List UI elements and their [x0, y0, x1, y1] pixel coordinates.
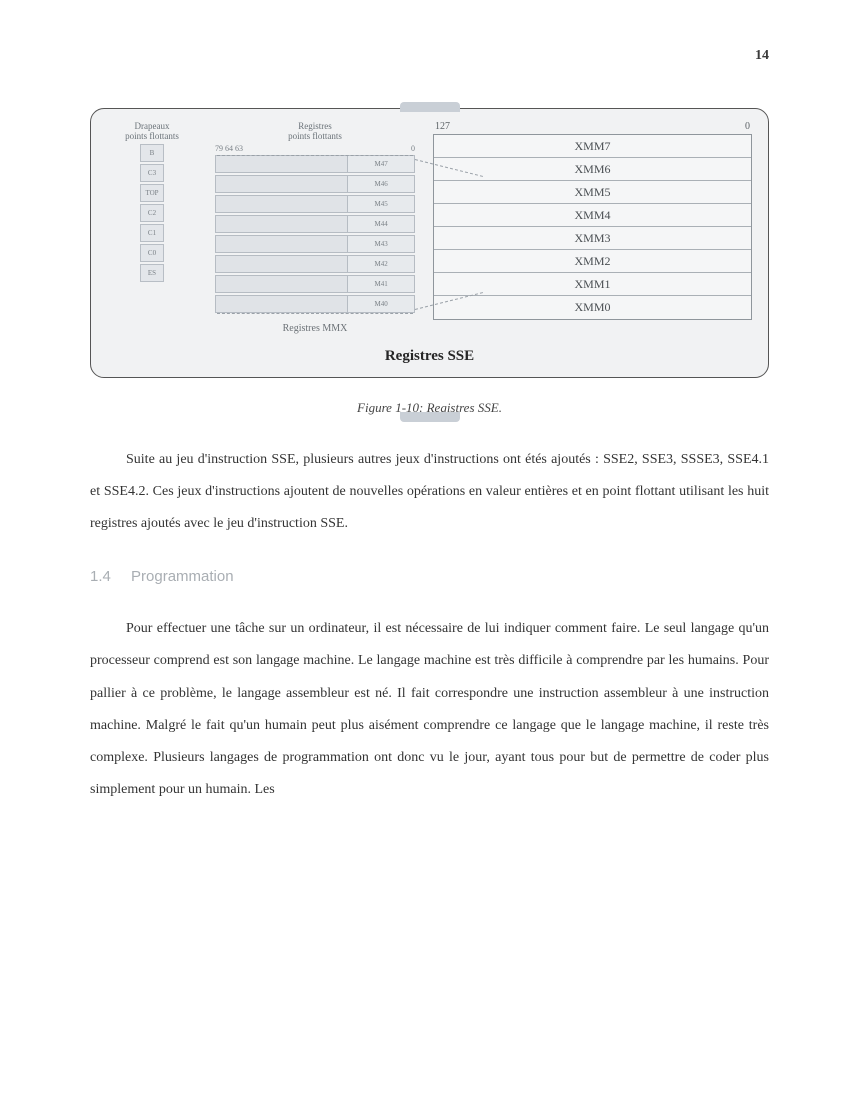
- fp-reg-name: M40: [347, 295, 415, 313]
- fp-row: M44: [215, 215, 415, 233]
- body-paragraph-2: Pour effectuer une tâche sur un ordinate…: [90, 613, 769, 806]
- fp-row: M40: [215, 295, 415, 313]
- section-number: 1.4: [90, 568, 111, 585]
- body-paragraph-1: Suite au jeu d'instruction SSE, plusieur…: [90, 444, 769, 541]
- tab-notch-top: [400, 102, 460, 112]
- fp-label: Registres points flottants: [215, 121, 415, 142]
- tab-notch-bottom: [400, 412, 460, 422]
- fp-reg-name: M44: [347, 215, 415, 233]
- flag-cell: C2: [140, 204, 164, 222]
- fp-bit-right: 0: [411, 144, 415, 153]
- flags-label-1: Drapeaux: [135, 121, 170, 131]
- xmm-cell: XMM4: [434, 204, 751, 227]
- dash-line: [217, 313, 413, 314]
- fp-label-1: Registres: [298, 121, 332, 131]
- fp-bit-left: 79 64 63: [215, 144, 243, 153]
- flag-cell: B: [140, 144, 164, 162]
- fp-reg-name: M46: [347, 175, 415, 193]
- fp-registers-group: Registres points flottants 79 64 63 0 M4…: [215, 121, 415, 334]
- section-heading: 1.4 Programmation: [90, 568, 769, 585]
- sse-title: Registres SSE: [107, 348, 752, 365]
- fp-stack: M47 M46 M45 M44 M43 M42 M41 M40: [215, 155, 415, 313]
- flag-cell: C0: [140, 244, 164, 262]
- xmm-cell: XMM6: [434, 158, 751, 181]
- flags-label: Drapeaux points flottants: [107, 121, 197, 142]
- fp-reg-name: M41: [347, 275, 415, 293]
- flag-cell: ES: [140, 264, 164, 282]
- xmm-cell: XMM2: [434, 250, 751, 273]
- fp-reg-name: M43: [347, 235, 415, 253]
- flags-stack: B C3 TOP C2 C1 C0 ES: [140, 144, 164, 282]
- xmm-bit-header: 127 0: [433, 121, 752, 134]
- mmx-label: Registres MMX: [215, 323, 415, 334]
- figure-container: Drapeaux points flottants B C3 TOP C2 C1…: [90, 108, 769, 416]
- fp-row: M46: [215, 175, 415, 193]
- fp-reg-name: M42: [347, 255, 415, 273]
- fp-label-2: points flottants: [288, 131, 342, 141]
- flag-cell: TOP: [140, 184, 164, 202]
- flag-cell: C1: [140, 224, 164, 242]
- diagram-box: Drapeaux points flottants B C3 TOP C2 C1…: [90, 108, 769, 378]
- flags-label-2: points flottants: [125, 131, 179, 141]
- fp-reg-name: M47: [347, 155, 415, 173]
- flag-cell: C3: [140, 164, 164, 182]
- xmm-bit-left: 127: [435, 121, 450, 132]
- fp-row: M47: [215, 155, 415, 173]
- xmm-cell: XMM0: [434, 296, 751, 319]
- xmm-cell: XMM7: [434, 135, 751, 158]
- fp-row: M41: [215, 275, 415, 293]
- fp-row: M42: [215, 255, 415, 273]
- xmm-bit-right: 0: [745, 121, 750, 132]
- fp-reg-name: M45: [347, 195, 415, 213]
- dash-line: [217, 155, 413, 156]
- fp-row: M43: [215, 235, 415, 253]
- section-title: Programmation: [131, 568, 234, 585]
- xmm-cell: XMM5: [434, 181, 751, 204]
- xmm-cell: XMM3: [434, 227, 751, 250]
- flags-group: Drapeaux points flottants B C3 TOP C2 C1…: [107, 121, 197, 282]
- page-number: 14: [755, 48, 769, 64]
- fp-bit-header: 79 64 63 0: [215, 144, 415, 153]
- fp-row: M45: [215, 195, 415, 213]
- diagram-upper: Drapeaux points flottants B C3 TOP C2 C1…: [107, 121, 752, 334]
- xmm-group: 127 0 XMM7 XMM6 XMM5 XMM4 XMM3 XMM2 XMM1…: [433, 121, 752, 320]
